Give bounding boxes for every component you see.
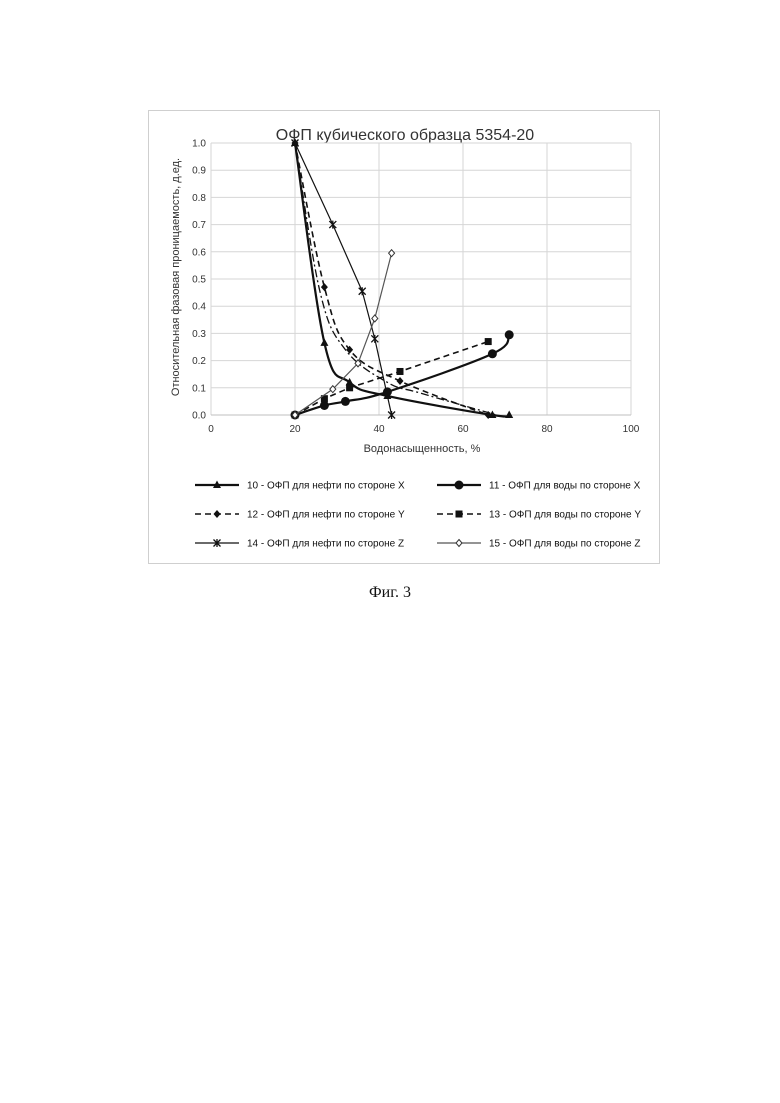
legend-marker: [455, 481, 464, 490]
x-axis-title: Водонасыщенность, %: [364, 443, 481, 455]
x-tick-label: 60: [457, 424, 469, 435]
figure-caption: Фиг. 3: [0, 584, 780, 602]
y-tick-label: 0.0: [192, 411, 206, 422]
legend-entry: 14 - ОФП для нефти по стороне Z: [195, 538, 404, 550]
y-tick-label: 0.1: [192, 383, 206, 394]
data-point: [372, 315, 378, 322]
y-axis-title: Относительная фазовая проницаемость, д.е…: [170, 158, 182, 396]
data-point: [371, 335, 378, 343]
grid: [211, 143, 631, 415]
x-tick-label: 0: [208, 424, 214, 435]
chart-title: ОФП кубического образца 5354-20: [276, 127, 535, 144]
x-tick-label: 100: [623, 424, 640, 435]
legend-label: 10 - ОФП для нефти по стороне X: [247, 480, 405, 492]
chart-frame: ОФП кубического образца 5354-20 0.00.10.…: [148, 110, 660, 564]
legend-label: 15 - ОФП для воды по стороне Z: [489, 539, 640, 550]
legend-entry: 13 - ОФП для воды по стороне Y: [437, 510, 641, 521]
y-tick-label: 1.0: [192, 139, 206, 150]
legend-label: 13 - ОФП для воды по стороне Y: [489, 510, 641, 521]
legend-entry: 11 - ОФП для воды по стороне X: [437, 481, 641, 492]
data-point: [397, 368, 404, 375]
y-tick-label: 0.7: [192, 220, 206, 231]
y-tick-label: 0.8: [192, 193, 206, 204]
data-point: [321, 283, 328, 291]
y-tick-label: 0.2: [192, 356, 206, 367]
y-tick-label: 0.3: [192, 329, 206, 340]
axes: 0.0 0.1 0.2 0.3 0.4 0.5 0.6 0.7 0.8 0.9 1.0 0 20 40 60…: [192, 139, 640, 436]
y-tick-label: 0.9: [192, 166, 206, 177]
legend-marker: [456, 540, 462, 547]
data-point: [359, 287, 366, 295]
data-point: [346, 384, 353, 391]
legend-label: 11 - ОФП для воды по стороне X: [489, 481, 641, 492]
x-tick-label: 80: [541, 424, 553, 435]
legend-entry: 10 - ОФП для нефти по стороне X: [195, 480, 405, 492]
legend-marker: [214, 510, 221, 518]
y-tick-label: 0.5: [192, 275, 206, 286]
series-1: [291, 139, 513, 419]
chart: ОФП кубического образца 5354-20 0.00.10.…: [149, 111, 661, 565]
legend: 10 - ОФП для нефти по стороне X 11 - ОФП …: [195, 480, 641, 550]
data-point: [389, 250, 395, 257]
data-point: [485, 338, 492, 345]
data-point: [320, 338, 328, 346]
data-point: [320, 401, 329, 410]
x-tick-label: 40: [373, 424, 385, 435]
series-line: [295, 143, 509, 417]
data-point: [397, 377, 404, 385]
legend-label: 12 - ОФП для нефти по стороне Y: [247, 509, 405, 521]
data-point: [488, 349, 497, 358]
x-tick-label: 20: [289, 424, 301, 435]
data-point: [341, 397, 350, 406]
legend-entry: 12 - ОФП для нефти по стороне Y: [195, 509, 405, 521]
legend-marker: [456, 511, 463, 518]
y-tick-label: 0.4: [192, 302, 206, 313]
legend-entry: 15 - ОФП для воды по стороне Z: [437, 539, 640, 550]
data-point: [505, 411, 513, 419]
data-point: [505, 330, 514, 339]
y-tick-label: 0.6: [192, 247, 206, 258]
legend-label: 14 - ОФП для нефти по стороне Z: [247, 538, 404, 550]
